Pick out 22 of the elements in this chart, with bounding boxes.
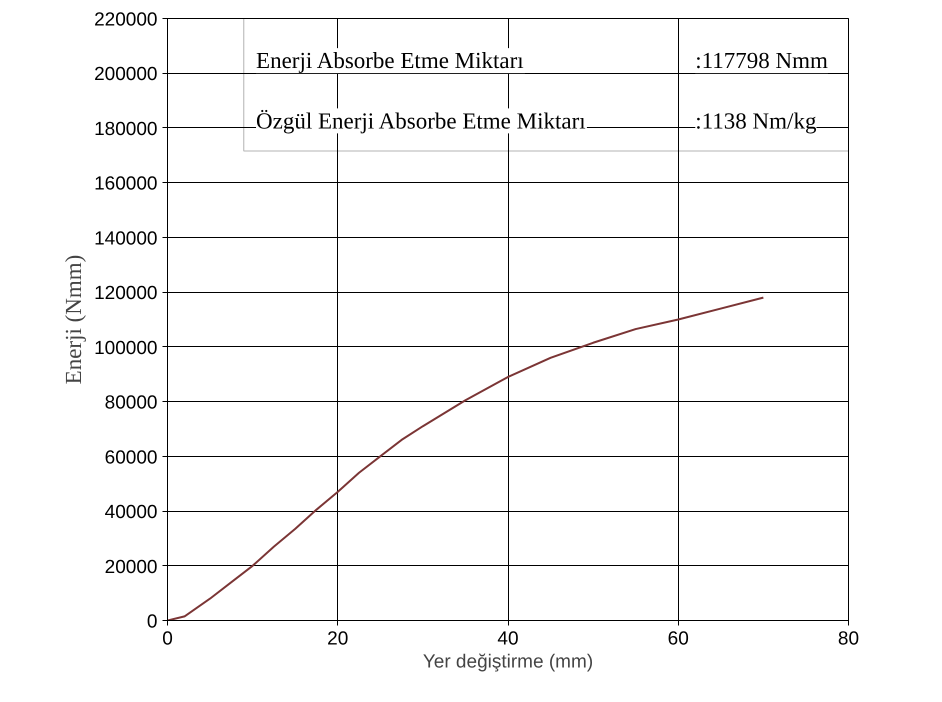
x-tick-label: 20 <box>327 628 348 650</box>
y-tick-label: 160000 <box>94 174 158 195</box>
text: Enerji Absorbe Etme Miktarı :117798 Nmm <box>256 48 828 74</box>
y-tick-label: 120000 <box>94 283 158 304</box>
y-axis-title: Enerji (Nmm) <box>61 254 86 384</box>
x-axis-title: Yer değiştirme (mm) <box>422 652 594 672</box>
text: Özgül Enerji Absorbe Etme Miktarı :1138 Nm/kg <box>256 108 816 134</box>
y-tick-label: 220000 <box>94 10 158 30</box>
x-tick-label: 40 <box>497 628 519 650</box>
x-tick-label: 0 <box>162 628 173 650</box>
y-tick-label: 80000 <box>104 392 158 414</box>
line-series <box>168 296 764 620</box>
y-tick-label: 40000 <box>104 502 158 524</box>
y-tick-label: 20000 <box>104 556 158 578</box>
y-tick-label: 180000 <box>94 118 158 140</box>
y-tick-label: 0 <box>146 612 158 632</box>
y-tick-label: 60000 <box>104 447 158 468</box>
y-tick-label: 140000 <box>94 228 158 250</box>
x-tick-label: 60 <box>668 628 689 650</box>
y-tick-label: 100000 <box>94 338 158 359</box>
x-tick-label: 80 <box>838 628 860 650</box>
y-tick-label: 200000 <box>94 64 158 86</box>
